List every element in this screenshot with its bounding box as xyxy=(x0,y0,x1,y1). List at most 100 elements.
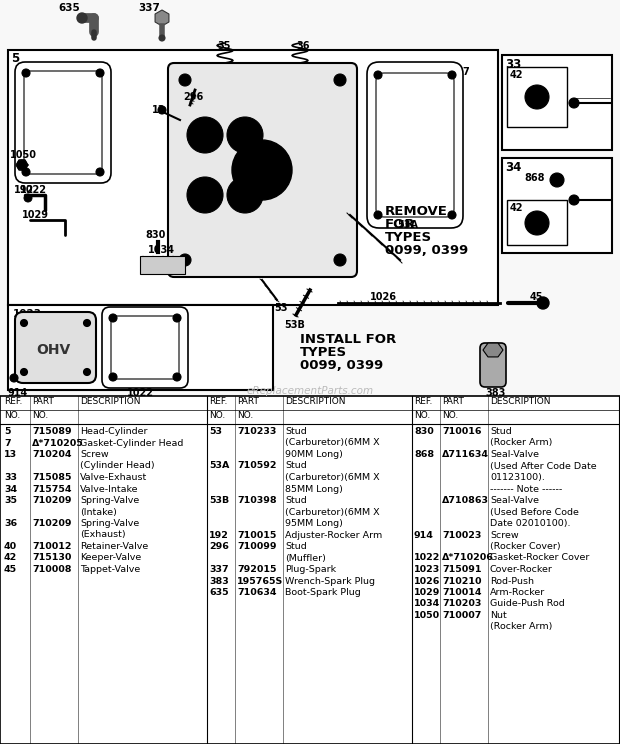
Text: Wrench-Spark Plug: Wrench-Spark Plug xyxy=(285,577,375,586)
Circle shape xyxy=(20,319,27,327)
Text: 383: 383 xyxy=(209,577,229,586)
Text: 90MM Long): 90MM Long) xyxy=(285,450,343,459)
Text: 635: 635 xyxy=(209,588,229,597)
Text: Screw: Screw xyxy=(490,530,518,539)
Text: 33: 33 xyxy=(4,473,17,482)
Text: 710209: 710209 xyxy=(32,519,71,528)
Polygon shape xyxy=(155,10,169,26)
Text: 33: 33 xyxy=(505,58,521,71)
Text: (Rocker Arm): (Rocker Arm) xyxy=(490,438,552,447)
Text: INSTALL FOR: INSTALL FOR xyxy=(300,333,396,346)
Text: 36: 36 xyxy=(296,41,309,51)
Text: 35: 35 xyxy=(4,496,17,505)
Text: 914: 914 xyxy=(414,530,434,539)
FancyBboxPatch shape xyxy=(102,307,188,388)
Text: (Cylinder Head): (Cylinder Head) xyxy=(80,461,154,470)
Circle shape xyxy=(448,211,456,219)
Text: Δ710863: Δ710863 xyxy=(442,496,489,505)
Text: 715089: 715089 xyxy=(32,427,72,436)
Text: Spring-Valve: Spring-Valve xyxy=(80,496,140,505)
Circle shape xyxy=(96,168,104,176)
Circle shape xyxy=(158,106,166,114)
Text: 53: 53 xyxy=(274,303,288,313)
Text: Stud: Stud xyxy=(285,461,307,470)
Circle shape xyxy=(525,85,549,109)
Text: PART: PART xyxy=(442,397,464,406)
Text: 53A: 53A xyxy=(209,461,229,470)
Text: REMOVE: REMOVE xyxy=(385,205,448,218)
Bar xyxy=(502,55,612,150)
Text: 195765S: 195765S xyxy=(237,577,283,586)
Circle shape xyxy=(227,177,263,213)
Text: ------- Note ------: ------- Note ------ xyxy=(490,484,562,493)
Circle shape xyxy=(195,125,215,145)
Text: 715754: 715754 xyxy=(32,484,71,493)
Text: 635: 635 xyxy=(58,3,80,13)
Circle shape xyxy=(22,69,30,77)
Text: Retainer-Valve: Retainer-Valve xyxy=(80,542,148,551)
FancyBboxPatch shape xyxy=(168,63,357,277)
Text: 7: 7 xyxy=(4,438,11,447)
Circle shape xyxy=(448,71,456,79)
Text: 40: 40 xyxy=(4,542,17,551)
Circle shape xyxy=(96,69,104,77)
Text: Head-Cylinder: Head-Cylinder xyxy=(80,427,148,436)
Circle shape xyxy=(77,13,87,23)
Text: 710099: 710099 xyxy=(237,542,277,551)
Text: Rod-Push: Rod-Push xyxy=(490,577,534,586)
Circle shape xyxy=(235,125,255,145)
Text: Tappet-Valve: Tappet-Valve xyxy=(80,565,140,574)
Polygon shape xyxy=(483,343,503,357)
Text: (Carburetor)(6MM X: (Carburetor)(6MM X xyxy=(285,473,379,482)
Circle shape xyxy=(17,160,27,170)
Text: 830: 830 xyxy=(145,230,166,240)
Text: 1026: 1026 xyxy=(370,292,397,302)
Text: Valve-Intake: Valve-Intake xyxy=(80,484,138,493)
Text: Screw: Screw xyxy=(80,450,108,459)
Text: 53B: 53B xyxy=(209,496,229,505)
Circle shape xyxy=(183,258,187,262)
Text: 01123100).: 01123100). xyxy=(490,473,545,482)
Text: 710203: 710203 xyxy=(442,600,481,609)
Text: 13: 13 xyxy=(4,450,17,459)
Text: 1022: 1022 xyxy=(127,388,154,398)
Text: 710634: 710634 xyxy=(237,588,277,597)
Text: 710592: 710592 xyxy=(237,461,277,470)
Text: 710007: 710007 xyxy=(442,611,481,620)
Text: OHV: OHV xyxy=(36,343,70,357)
Circle shape xyxy=(109,373,117,381)
Circle shape xyxy=(537,297,549,309)
FancyBboxPatch shape xyxy=(15,62,111,183)
Text: 42: 42 xyxy=(510,70,523,80)
Text: 710016: 710016 xyxy=(442,427,482,436)
Text: 36: 36 xyxy=(4,519,17,528)
Text: 337: 337 xyxy=(138,3,160,13)
Text: (Carburetor)(6MM X: (Carburetor)(6MM X xyxy=(285,438,379,447)
Text: 53A: 53A xyxy=(397,220,418,230)
Circle shape xyxy=(20,368,27,376)
Bar xyxy=(0,0,620,396)
Text: 1023: 1023 xyxy=(414,565,440,574)
Text: Keeper-Valve: Keeper-Valve xyxy=(80,554,141,562)
Circle shape xyxy=(187,117,223,153)
Bar xyxy=(8,305,273,390)
Text: 53: 53 xyxy=(209,427,222,436)
Text: 1034: 1034 xyxy=(148,245,175,255)
FancyBboxPatch shape xyxy=(15,312,96,383)
Text: NO.: NO. xyxy=(32,411,48,420)
Text: 710209: 710209 xyxy=(32,496,71,505)
Text: 710023: 710023 xyxy=(442,530,481,539)
Text: 710233: 710233 xyxy=(237,427,277,436)
Text: 868: 868 xyxy=(414,450,434,459)
Circle shape xyxy=(173,314,181,322)
Text: 715130: 715130 xyxy=(32,554,71,562)
Circle shape xyxy=(173,373,181,381)
Text: 85MM Long): 85MM Long) xyxy=(285,484,343,493)
Text: 192: 192 xyxy=(209,530,229,539)
Text: DESCRIPTION: DESCRIPTION xyxy=(490,397,551,406)
Circle shape xyxy=(235,185,255,205)
Text: Stud: Stud xyxy=(490,427,511,436)
Circle shape xyxy=(10,374,18,382)
Circle shape xyxy=(569,195,579,205)
Text: 7: 7 xyxy=(462,67,469,77)
